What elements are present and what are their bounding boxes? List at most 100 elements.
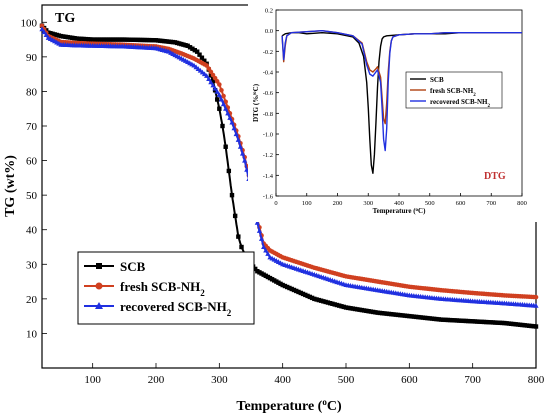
data-point	[291, 287, 297, 293]
data-point	[368, 309, 374, 314]
data-point	[97, 37, 102, 42]
data-point	[225, 110, 231, 116]
x-tick-label: 600	[401, 374, 418, 386]
data-point	[231, 125, 237, 131]
data-point	[289, 286, 294, 292]
data-point	[459, 318, 464, 323]
y-tick-label: 50	[26, 190, 38, 202]
data-point	[220, 123, 225, 129]
data-point	[477, 319, 482, 324]
data-point	[194, 49, 200, 54]
data-point	[391, 312, 396, 317]
x-tick-label: 700	[486, 200, 496, 207]
data-point	[217, 82, 222, 87]
data-point	[253, 266, 258, 272]
data-point	[104, 37, 109, 42]
data-point	[395, 312, 401, 318]
data-point	[454, 318, 460, 323]
main-legend-box	[77, 251, 255, 325]
data-point	[235, 137, 241, 142]
data-point	[236, 234, 241, 239]
data-point	[411, 314, 417, 319]
data-point	[137, 37, 143, 43]
data-point	[402, 313, 408, 318]
data-point	[312, 296, 317, 302]
data-point	[296, 289, 301, 295]
data-point	[346, 305, 351, 311]
data-point	[352, 306, 358, 312]
x-tick-label: 500	[338, 374, 355, 386]
data-point	[416, 314, 421, 320]
data-point	[227, 115, 233, 120]
data-point	[318, 298, 324, 303]
data-point	[350, 306, 355, 311]
y-tick-label: 0.2	[265, 8, 273, 15]
data-point	[192, 48, 197, 53]
data-point	[384, 311, 389, 316]
data-point	[325, 300, 331, 305]
data-point	[490, 320, 496, 325]
inset-x-axis-label: Temperature (oC)	[373, 207, 427, 215]
inset-legend: SCB fresh SCB-NH2 recovered SCB-NH2	[405, 71, 503, 109]
data-point	[147, 37, 152, 43]
inset-chart-title: DTG	[484, 171, 506, 182]
x-tick-label: 300	[363, 200, 373, 207]
data-point	[305, 293, 310, 299]
data-point	[398, 312, 403, 318]
y-tick-label: 30	[26, 259, 38, 271]
data-point	[445, 317, 450, 323]
data-point	[463, 318, 469, 324]
x-tick-label: 600	[456, 200, 466, 207]
data-point	[261, 244, 267, 249]
data-point	[43, 32, 49, 37]
data-point	[242, 157, 248, 163]
data-point	[113, 37, 118, 42]
data-point	[220, 101, 227, 107]
data-point	[425, 315, 430, 321]
inset-legend-label-recovered: recovered SCB-NH2	[430, 98, 490, 109]
data-point	[208, 79, 214, 85]
inset-series-line-0	[281, 32, 522, 174]
data-point	[254, 220, 260, 225]
y-tick-label: -0.2	[263, 49, 273, 56]
data-point	[359, 307, 365, 313]
data-point	[529, 323, 534, 329]
data-point	[427, 316, 432, 321]
data-point	[413, 314, 419, 320]
data-point	[106, 37, 111, 42]
data-point	[434, 316, 439, 322]
data-point	[321, 299, 326, 304]
data-point	[511, 321, 516, 327]
data-point	[341, 304, 346, 310]
data-point	[119, 37, 125, 42]
data-point	[355, 307, 360, 312]
data-point	[76, 36, 82, 41]
data-point	[133, 37, 138, 43]
data-point	[284, 284, 290, 290]
data-point	[149, 37, 154, 43]
data-point	[72, 35, 77, 41]
data-point	[316, 297, 322, 303]
data-point	[486, 319, 491, 325]
data-point	[206, 76, 212, 82]
data-point	[216, 92, 222, 97]
data-point	[513, 322, 518, 327]
data-point	[481, 319, 487, 325]
data-point	[404, 313, 410, 319]
data-point	[429, 316, 435, 321]
data-point	[229, 119, 235, 125]
data-point	[497, 320, 503, 326]
data-point	[393, 312, 398, 317]
data-point	[212, 85, 218, 91]
data-point	[215, 97, 220, 102]
series-2	[39, 26, 539, 308]
data-point	[39, 26, 45, 32]
data-point	[265, 251, 271, 256]
data-point	[493, 320, 498, 325]
data-point	[294, 288, 299, 294]
x-tick-label: 500	[425, 200, 435, 207]
data-point	[99, 37, 104, 42]
data-point	[332, 302, 337, 307]
